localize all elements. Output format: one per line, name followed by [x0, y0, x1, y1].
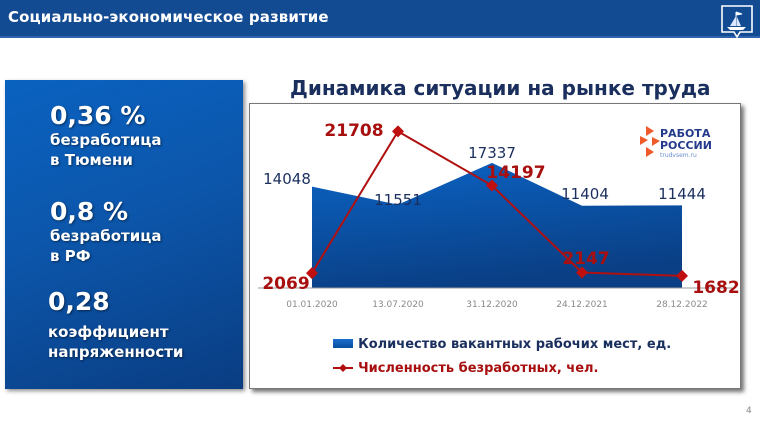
data-point-marker — [676, 269, 688, 282]
stat-value: 0,36 % — [50, 101, 146, 130]
unemployed-data-label: 2147 — [562, 249, 609, 269]
stat-tension-coefficient: 0,28 коэффициент напряженности — [48, 288, 183, 362]
plot-area: 01.01.2020 13.07.2020 31.12.2020 24.12.2021… — [258, 121, 740, 310]
data-point-marker — [576, 266, 588, 279]
x-tick-label: 28.12.2022 — [656, 300, 708, 310]
page-section-title: Социально-экономическое развитие — [8, 8, 329, 26]
legend-line-diamond-icon — [333, 363, 353, 372]
stat-unemployment-tyumen: 0,36 % безработица в Тюмени — [50, 102, 161, 170]
unemployed-data-label: 21708 — [324, 121, 383, 141]
vacancies-data-label: 14048 — [263, 170, 311, 188]
stat-value: 0,28 — [48, 287, 110, 316]
stat-unemployment-rf: 0,8 % безработица в РФ — [50, 198, 161, 266]
legend-area-swatch-icon — [333, 339, 353, 348]
rabota-rossii-logo-icon — [640, 126, 660, 157]
city-crest-ship-icon — [721, 5, 753, 39]
data-point-marker — [306, 267, 318, 280]
x-tick-label: 13.07.2020 — [372, 300, 424, 310]
chart-container: 01.01.2020 13.07.2020 31.12.2020 24.12.2021… — [249, 103, 741, 389]
unemployed-data-label: 14197 — [486, 163, 545, 183]
unemployed-data-label: 2069 — [262, 274, 309, 294]
data-point-marker — [392, 125, 404, 138]
vacancies-data-label: 11551 — [374, 191, 422, 209]
logo-url: trudvsem.ru — [660, 152, 697, 159]
x-tick-label: 01.01.2020 — [286, 300, 338, 310]
stat-label-line: безработица — [50, 131, 162, 149]
vacancies-data-label: 11404 — [561, 185, 609, 203]
legend-label: Количество вакантных рабочих мест, ед. — [358, 337, 672, 352]
legend-item-vacancies: Количество вакантных рабочих мест, ед. — [333, 333, 671, 352]
header-bar: Социально-экономическое развитие — [0, 0, 760, 39]
stat-value: 0,8 % — [50, 197, 129, 226]
legend-item-unemployed: Численность безработных, чел. — [333, 357, 599, 376]
stat-label-line: напряженности — [48, 343, 184, 361]
stat-label-line: в Тюмени — [50, 151, 133, 169]
x-tick-label: 31.12.2020 — [466, 300, 518, 310]
stat-label-line: безработица — [50, 227, 162, 245]
chart-title: Динамика ситуации на рынке труда — [290, 76, 711, 100]
unemployed-data-label: 1682 — [692, 278, 739, 298]
vacancies-area — [312, 162, 682, 288]
logo-title: РАБОТА РОССИИ — [660, 127, 712, 152]
labor-market-chart: 01.01.2020 13.07.2020 31.12.2020 24.12.2021… — [258, 121, 740, 310]
page-number: 4 — [746, 406, 752, 416]
stat-label-line: коэффициент — [48, 323, 169, 341]
vacancies-data-label: 17337 — [468, 144, 516, 162]
key-indicators-panel: 0,36 % безработица в Тюмени 0,8 % безраб… — [5, 80, 243, 389]
data-point-marker — [486, 179, 498, 192]
legend-label: Численность безработных, чел. — [358, 361, 599, 376]
x-tick-label: 24.12.2021 — [556, 300, 608, 310]
vacancies-data-label: 11444 — [658, 185, 706, 203]
stat-label-line: в РФ — [50, 247, 91, 265]
